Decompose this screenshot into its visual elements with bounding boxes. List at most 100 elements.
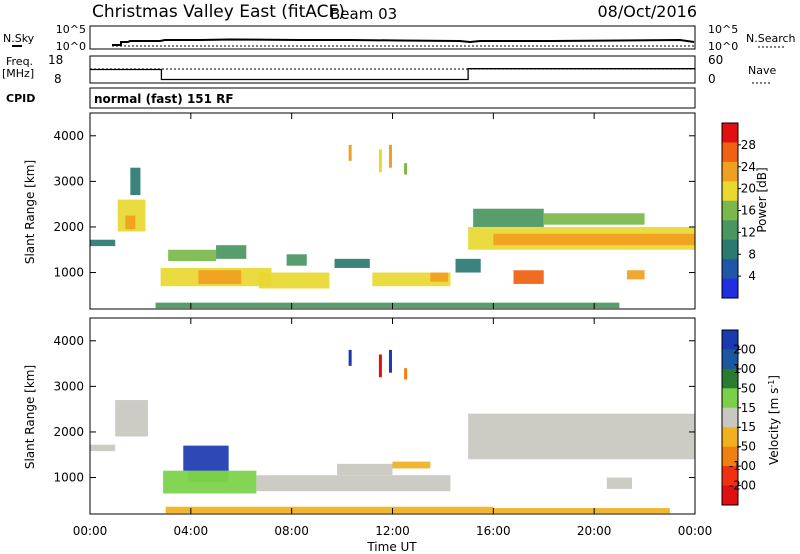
nsky-frame <box>89 25 696 50</box>
scatter-region-3 <box>130 167 141 196</box>
y-tick-label-3000: 3000 <box>53 379 84 393</box>
nave-tick-bottom: 0 <box>708 72 716 86</box>
colorbar-tick-label-4: 20 <box>741 182 756 196</box>
scatter-region-9 <box>606 477 632 489</box>
colorbar-swatch-3 <box>722 388 738 409</box>
scatter-region-6 <box>168 249 217 262</box>
colorbar-swatch-4 <box>722 407 738 428</box>
colorbar-swatch-6 <box>722 446 738 467</box>
velocity-colorbar: 200 100 50 15 -15 -50 -100 -200 <box>721 329 756 506</box>
cpid-panel: CPID normal (fast) 151 RF <box>6 87 696 109</box>
y-tick-label-2000: 2000 <box>53 220 84 234</box>
power-heatmap <box>90 144 695 309</box>
colorbar-swatch-5 <box>722 220 738 241</box>
scatter-region-19 <box>455 258 481 273</box>
nsearch-tick-top: 10^5 <box>708 23 738 36</box>
y-tick-label-3000: 3000 <box>53 174 84 188</box>
colorbar-swatch-6 <box>722 239 738 260</box>
scatter-region-2 <box>125 215 136 230</box>
colorbar-swatch-8 <box>722 278 738 299</box>
scatter-region-14 <box>493 233 695 246</box>
scatter-region-0 <box>90 239 116 247</box>
velocity-y-axis: 1000 2000 3000 4000 <box>53 318 696 514</box>
scatter-region-1 <box>115 400 148 437</box>
colorbar-tick-label-5: 24 <box>741 160 756 174</box>
scatter-streak-3 <box>404 368 408 380</box>
freq-label-line2: [MHz] <box>2 67 34 80</box>
cpid-label: CPID <box>6 92 35 105</box>
colorbar-tick-label-6: 28 <box>741 138 756 152</box>
velocity-colorbar-label-text: Velocity [m s <box>767 388 781 465</box>
scatter-region-20 <box>155 302 620 309</box>
colorbar-tick-label-1: 100 <box>733 362 756 376</box>
y-tick-label-1000: 1000 <box>53 471 84 485</box>
scatter-region-3 <box>188 470 229 483</box>
y-tick-label-2000: 2000 <box>53 425 84 439</box>
freq-label-line1: Freq. <box>6 55 33 68</box>
colorbar-frame <box>721 329 739 506</box>
scatter-region-18 <box>626 270 645 280</box>
beam-label: Beam 03 <box>330 5 397 23</box>
velocity-colorbar-label: Velocity [m s-1] <box>767 375 781 465</box>
colorbar-tick-label-4: -15 <box>736 420 756 434</box>
power-y-axis: 1000 2000 3000 4000 <box>53 113 696 309</box>
colorbar-swatch-8 <box>722 485 738 506</box>
scatter-region-15 <box>473 208 544 227</box>
nsky-panel: N.Sky 10^5 10^0 10^5 10^0 N.Search <box>3 23 796 53</box>
nsky-trace <box>112 38 695 46</box>
scatter-streak-2 <box>388 144 392 168</box>
colorbar-tick-label-2: 12 <box>741 225 756 239</box>
nsky-label: N.Sky <box>3 32 35 45</box>
nave-label: Nave <box>748 64 776 77</box>
velocity-ylabel: Slant Range [km] <box>23 365 37 469</box>
y-tick-label-4000: 4000 <box>53 129 84 143</box>
scatter-region-10 <box>334 258 370 268</box>
nave-tick-top: 60 <box>708 53 723 67</box>
velocity-colorbar-label-exp: -1 <box>767 380 776 388</box>
scatter-region-9 <box>286 254 307 266</box>
scatter-region-11 <box>493 508 670 514</box>
colorbar-swatch-5 <box>722 427 738 448</box>
scatter-streak-2 <box>388 349 392 373</box>
nsearch-label: N.Search <box>746 32 796 45</box>
time-axis-title: Time UT <box>366 540 417 554</box>
colorbar-swatch-2 <box>722 161 738 182</box>
date-label: 08/Oct/2016 <box>597 2 697 21</box>
scatter-region-17 <box>513 270 544 284</box>
scatter-region-5 <box>198 270 242 284</box>
scatter-streak-1 <box>378 354 382 378</box>
scatter-region-4 <box>183 445 229 471</box>
colorbar-swatch-0 <box>722 123 738 143</box>
scatter-region-12 <box>430 272 448 282</box>
scatter-region-7 <box>216 245 247 259</box>
scatter-region-5 <box>256 475 451 492</box>
time-tick-label-0: 00:00 <box>73 524 108 538</box>
power-ylabel: Slant Range [km] <box>23 160 37 264</box>
y-tick-label-4000: 4000 <box>53 334 84 348</box>
colorbar-tick-label-0: 200 <box>733 342 756 356</box>
colorbar-swatch-3 <box>722 181 738 202</box>
time-tick-label-3: 12:00 <box>375 524 410 538</box>
scatter-streak-3 <box>404 163 408 175</box>
power-colorbar-label: Power [dB] <box>755 167 769 232</box>
colorbar-tick-label-5: -50 <box>736 440 756 454</box>
scatter-streak-0 <box>348 349 352 366</box>
scatter-streak-0 <box>348 144 352 161</box>
nsearch-tick-bottom: 10^0 <box>708 40 738 53</box>
velocity-panel: 1000 2000 3000 4000 Slant Range [km] 200 100… <box>23 317 781 515</box>
freq-panel: Freq. [MHz] 18 8 60 0 Nave <box>2 53 776 86</box>
velocity-colorbar-label-close: ] <box>767 375 781 380</box>
y-tick-label-1000: 1000 <box>53 266 84 280</box>
colorbar-swatch-7 <box>722 466 738 487</box>
colorbar-swatch-1 <box>722 349 738 370</box>
colorbar-swatch-2 <box>722 368 738 389</box>
colorbar-tick-label-3: 15 <box>741 401 756 415</box>
colorbar-tick-label-3: 16 <box>741 204 756 218</box>
scatter-region-8 <box>258 272 330 289</box>
colorbar-swatch-7 <box>722 259 738 280</box>
power-colorbar: 4 8 12 16 20 24 28 <box>721 122 756 299</box>
cpid-value: normal (fast) 151 RF <box>94 92 234 106</box>
plot-title: Christmas Valley East (fitACF) <box>92 2 345 22</box>
scatter-region-8 <box>468 413 695 460</box>
